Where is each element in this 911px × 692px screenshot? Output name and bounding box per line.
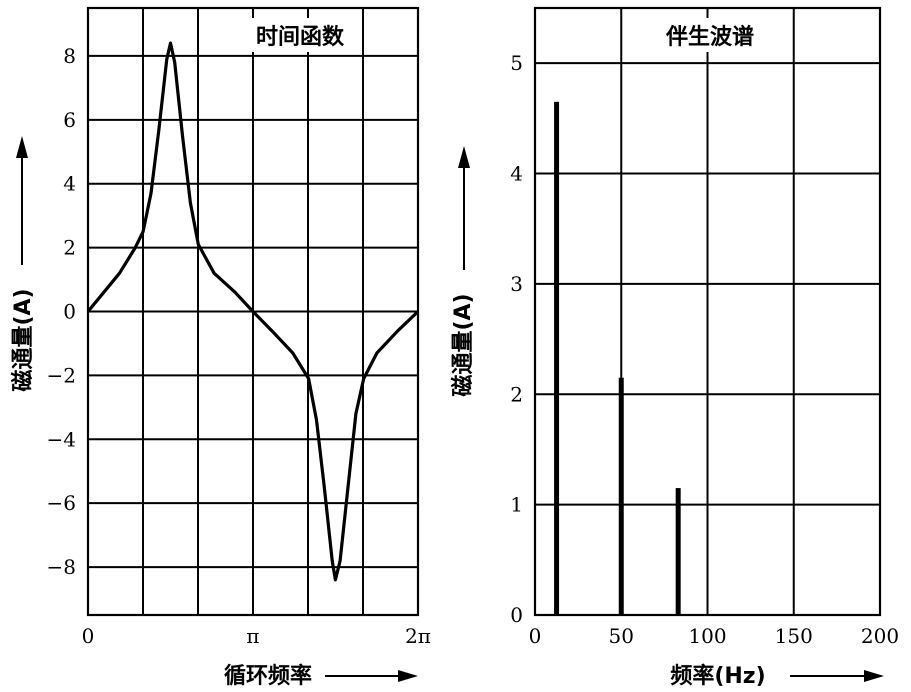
left-x-tick-label: 0 — [82, 624, 95, 648]
left-y-tick-label: −2 — [47, 363, 76, 387]
spectrum-bar — [675, 488, 681, 615]
right-plot-frame — [533, 6, 882, 617]
right-x-tick-labels: 0 50 100 150 200 — [529, 624, 899, 648]
right-y-axis-label: 磁通量(A) — [450, 293, 476, 396]
left-title-background — [240, 18, 360, 52]
left-x-tick-label: π — [246, 624, 259, 648]
left-y-tick-label: −4 — [47, 427, 76, 451]
spectrum-bars — [554, 101, 681, 616]
right-title-background — [650, 18, 770, 52]
time-function-chart: 8 6 4 2 0 −2 −4 −6 −8 0 π 2π 时间函数 循环频率 磁通量(A) — [10, 6, 431, 689]
left-x-axis-label: 循环频率 — [224, 663, 312, 689]
right-y-axis-arrow — [458, 146, 470, 270]
right-y-tick-label: 2 — [510, 382, 523, 406]
right-y-tick-label: 5 — [510, 51, 523, 75]
left-y-tick-label: 0 — [63, 300, 76, 324]
left-y-tick-labels: 8 6 4 2 0 −2 −4 −6 −8 — [47, 44, 76, 579]
right-x-tick-label: 0 — [529, 624, 542, 648]
right-y-tick-label: 1 — [510, 493, 523, 517]
right-x-tick-label: 50 — [609, 624, 634, 648]
right-x-tick-label: 150 — [775, 624, 813, 648]
left-y-tick-label: −6 — [47, 491, 76, 515]
right-y-tick-label: 3 — [510, 272, 523, 296]
right-grid — [535, 8, 880, 615]
left-y-axis-label: 磁通量(A) — [10, 288, 36, 391]
left-chart-title: 时间函数 — [256, 24, 345, 50]
right-x-tick-label: 100 — [688, 624, 726, 648]
right-x-tick-label: 200 — [861, 624, 899, 648]
left-x-tick-labels: 0 π 2π — [82, 624, 431, 648]
left-y-tick-label: 8 — [63, 44, 76, 68]
time-function-curve — [86, 41, 420, 582]
spectrum-bar — [618, 377, 624, 615]
right-y-tick-label: 4 — [510, 162, 523, 186]
left-y-tick-label: 2 — [63, 236, 76, 260]
left-plot-frame — [86, 6, 420, 617]
companion-spectrum-chart: 0 1 2 3 4 5 0 50 100 150 200 伴生波谱 频率(Hz) 磁通量(A) — [450, 6, 899, 689]
left-y-tick-label: 6 — [63, 108, 76, 132]
left-y-axis-arrow — [16, 136, 28, 265]
left-y-tick-label: 4 — [63, 172, 76, 196]
right-x-axis-arrow — [790, 670, 884, 682]
left-y-tick-label: −8 — [47, 555, 76, 579]
left-x-axis-arrow — [325, 670, 418, 682]
left-x-tick-label: 2π — [405, 624, 431, 648]
left-grid — [88, 8, 418, 615]
right-y-tick-labels: 0 1 2 3 4 5 — [510, 51, 523, 627]
right-y-tick-label: 0 — [510, 603, 523, 627]
spectrum-bar — [554, 101, 560, 616]
right-x-axis-label: 频率(Hz) — [670, 663, 765, 689]
right-chart-title: 伴生波谱 — [665, 24, 754, 50]
